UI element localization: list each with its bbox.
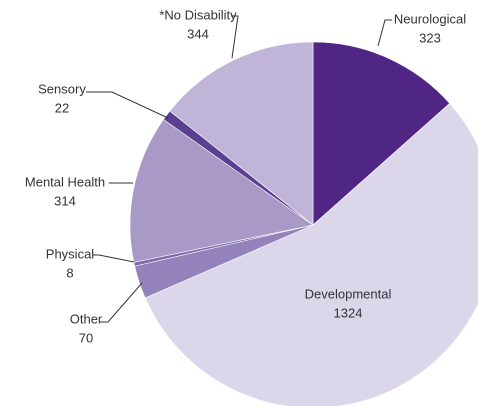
pie-slice bbox=[312, 41, 451, 226]
leader-lines bbox=[86, 15, 392, 323]
slice-label: Mental Health bbox=[25, 174, 105, 189]
leader-line bbox=[231, 15, 239, 59]
slice-label: Other bbox=[70, 311, 103, 326]
slice-value: 1324 bbox=[334, 305, 363, 320]
pie-slice bbox=[169, 41, 314, 226]
pie bbox=[129, 41, 478, 406]
slice-value: 22 bbox=[55, 100, 69, 115]
pie-slice bbox=[144, 102, 478, 406]
leader-line bbox=[86, 91, 169, 119]
slice-label: *No Disability bbox=[159, 7, 237, 22]
slice-value: 70 bbox=[79, 330, 93, 345]
leader-line bbox=[93, 254, 135, 263]
slice-label: Physical bbox=[46, 246, 95, 261]
slice-value: 8 bbox=[66, 265, 73, 280]
slice-label: Developmental bbox=[305, 286, 392, 301]
slice-value: 314 bbox=[54, 193, 76, 208]
slice-value: 344 bbox=[187, 26, 209, 41]
leader-line bbox=[100, 282, 143, 323]
leader-line bbox=[377, 19, 392, 47]
slice-value: 323 bbox=[419, 30, 441, 45]
pie-slice bbox=[129, 119, 314, 263]
slice-label: Sensory bbox=[38, 81, 86, 96]
slice-label: Neurological bbox=[394, 11, 466, 26]
